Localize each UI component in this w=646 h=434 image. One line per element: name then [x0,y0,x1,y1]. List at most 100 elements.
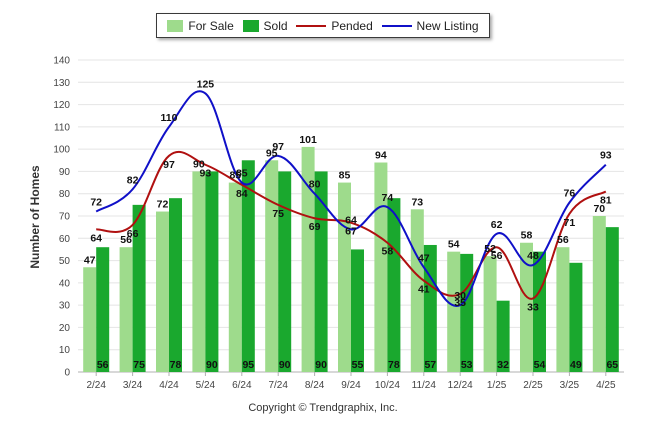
bar-for-sale [228,182,242,372]
data-label-new-listing: 64 [345,214,357,226]
data-label-new-listing: 62 [491,219,503,231]
bar-sold [387,198,401,372]
x-tick-label: 5/24 [196,380,216,391]
data-label-new-listing: 48 [527,250,539,262]
bar-sold [314,171,328,372]
data-label-pended: 71 [564,217,576,229]
data-label-pended: 58 [382,246,394,258]
x-tick-label: 2/24 [86,380,106,391]
data-label-new-listing: 30 [454,290,466,302]
bar-sold [569,262,583,372]
bar-for-sale [447,251,461,372]
data-label-pended: 66 [127,228,139,240]
data-label-sold: 75 [133,359,145,371]
data-label-sold: 65 [606,359,618,371]
data-label-for-sale: 47 [84,254,96,266]
bar-sold [496,300,510,372]
data-label-new-listing: 72 [90,197,102,209]
x-tick-label: 8/24 [305,380,325,391]
data-label-pended: 69 [309,221,321,233]
data-label-sold: 55 [352,359,364,371]
legend-item-new-listing[interactable]: New Listing [381,18,479,33]
data-label-for-sale: 73 [411,196,423,208]
data-label-sold: 53 [461,359,473,371]
data-label-for-sale: 72 [157,199,169,211]
y-tick-label: 100 [53,145,70,156]
bar-for-sale [265,160,279,372]
bar-sold [241,160,255,372]
bar-for-sale [156,211,169,372]
x-tick-label: 4/25 [596,380,616,391]
x-tick-label: 3/24 [123,380,143,391]
data-label-sold: 56 [97,359,109,371]
copyright-footer: Copyright © Trendgraphix, Inc. [248,402,398,414]
bar-sold [351,249,364,372]
bar-sold [533,251,546,372]
y-tick-label: 70 [59,212,71,223]
data-label-sold: 78 [170,359,182,371]
data-label-for-sale: 101 [299,134,317,146]
data-label-new-listing: 76 [564,188,576,200]
y-tick-label: 80 [59,189,71,200]
chart-legend: For Sale Sold Pended New Listing [156,13,490,38]
data-label-new-listing: 93 [600,150,612,162]
legend-item-pended[interactable]: Pended [296,18,373,33]
bar-for-sale [119,247,133,372]
data-label-for-sale: 90 [193,158,205,170]
series-line-new-listing [95,90,607,307]
bar-sold [205,171,219,372]
y-tick-label: 130 [53,78,70,89]
data-label-sold: 49 [570,359,582,371]
y-tick-label: 50 [59,256,71,267]
x-tick-label: 1/25 [487,380,507,391]
bar-sold [96,247,110,372]
data-label-for-sale: 85 [229,170,241,182]
y-tick-label: 110 [54,122,70,133]
bar-for-sale [374,162,388,372]
data-label-pended: 67 [345,226,357,238]
legend-item-sold[interactable]: Sold [242,19,288,33]
data-label-new-listing: 80 [309,179,321,191]
bar-sold [132,204,146,372]
legend-label-pended: Pended [331,18,373,33]
y-tick-label: 40 [59,278,71,289]
data-label-for-sale: 95 [266,147,278,159]
x-tick-label: 4/24 [159,380,179,391]
data-label-new-listing: 82 [127,174,139,186]
data-label-for-sale: 54 [448,239,460,251]
series-line-pended [96,150,607,300]
data-label-pended: 81 [600,194,612,206]
legend-label-new-listing: New Listing [416,18,479,33]
data-label-new-listing: 85 [236,168,248,180]
bar-sold [423,244,437,372]
data-label-sold: 90 [206,359,218,371]
legend-item-for-sale[interactable]: For Sale [167,18,234,33]
data-label-new-listing: 125 [197,78,215,90]
data-label-sold: 32 [497,359,509,371]
bar-sold [605,227,619,372]
y-tick-label: 140 [53,56,70,67]
data-label-sold: 95 [242,359,254,371]
data-label-for-sale: 58 [521,230,533,242]
data-label-new-listing: 74 [382,192,394,204]
legend-swatch-for-sale [167,19,184,32]
x-tick-label: 3/25 [560,380,580,391]
x-tick-label: 9/24 [341,380,361,391]
data-label-for-sale: 85 [339,170,351,182]
data-label-for-sale: 52 [484,243,496,255]
y-tick-label: 60 [59,234,71,245]
legend-label-for-sale: For Sale [188,18,234,33]
data-label-pended: 64 [90,232,102,244]
data-label-sold: 78 [388,359,400,371]
data-label-for-sale: 70 [593,203,605,215]
x-tick-label: 11/24 [412,380,437,391]
y-tick-label: 10 [59,345,71,356]
data-label-for-sale: 56 [557,234,569,246]
bar-for-sale [83,267,97,372]
y-tick-label: 120 [53,100,70,111]
x-tick-label: 6/24 [232,380,252,391]
legend-swatch-new-listing [381,24,412,27]
bar-for-sale [556,247,570,372]
